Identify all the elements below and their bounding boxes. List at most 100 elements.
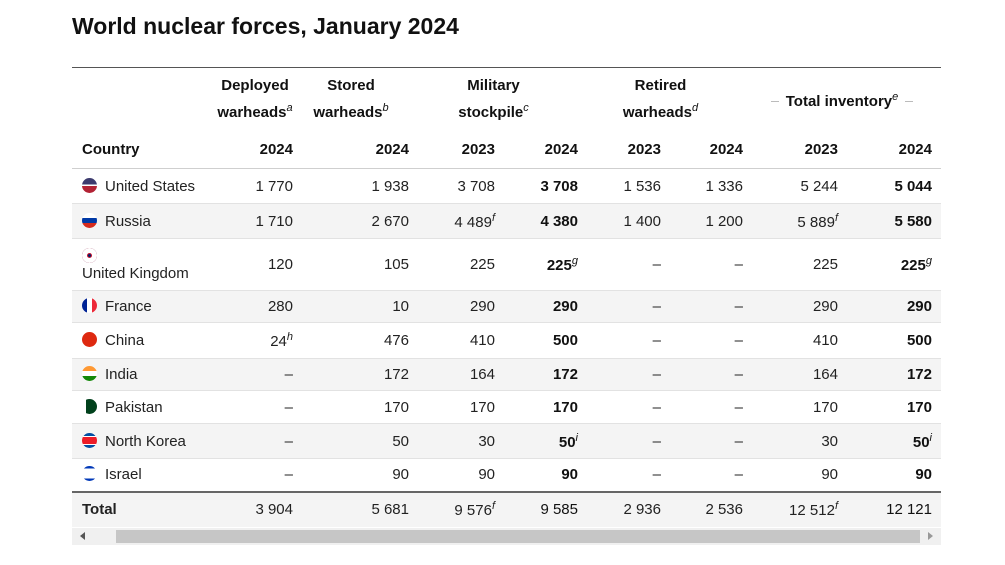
cell-text: 9 585 [540,501,578,518]
value-cell: – [661,390,743,424]
value-cell: – [578,322,661,359]
value-cell: – [578,238,661,291]
year-header-row: Country 2024 2024 2023 2024 2023 2024 2023 2024 [72,130,941,169]
value-cell: 500 [838,322,941,359]
cell-text: 410 [812,332,838,349]
cell-text: 225 [469,256,495,273]
cell-text: 12 121 [886,501,932,518]
cell-text: 30 [478,432,495,450]
cell-text: 290 [469,298,495,315]
value-cell: 50 [293,423,409,459]
country-cell: North Korea [72,423,215,459]
country-row: United States 1 770 1 938 3 708 3 708 1 536 1 … [72,168,941,204]
cell-text: 90 [915,466,932,484]
country-cell: United Kingdom [72,238,215,291]
cell-text: 410 [469,332,495,349]
year-header: 2024 [495,130,578,169]
value-cell: 170 [409,390,495,424]
value-cell: 172 [838,358,941,391]
cell-text: 1 536 [623,177,661,195]
country-name: France [105,298,152,315]
value-cell: 4 380 [495,203,578,239]
cell-text: – [652,298,661,315]
value-cell: – [578,390,661,424]
cell-text: 500 [906,332,932,349]
flag-icon [82,398,97,414]
value-cell: 1 536 [578,168,661,204]
value-cell: 225 [743,238,838,291]
cell-text: 4 380 [540,212,578,230]
value-cell: 172 [495,358,578,391]
footnote-mark: f [834,500,838,512]
country-cell: India [72,358,215,391]
cell-text: – [652,366,661,383]
cell-text: 50 [912,433,930,451]
table-container: Deployed warheadsa Stored warheadsb Milita… [72,67,941,527]
cell-text: 120 [267,256,293,273]
group-label-wrap: Stored warheadsb [306,77,396,121]
cell-text: – [652,256,661,273]
value-cell: 30 [743,423,838,459]
cell-text: 90 [561,466,578,484]
country-row: Pakistan – 170 170 170 – – 170 170 [72,390,941,424]
year-header: 2024 [838,130,941,169]
country-row: Israel – 90 90 90 – – 90 90 [72,458,941,492]
value-cell: 170 [743,390,838,424]
value-cell: 5 044 [838,168,941,204]
value-cell: – [661,290,743,323]
value-cell: 225g [838,238,941,291]
group-header: Total inventorye [743,68,941,131]
cell-text: 164 [812,366,838,383]
flag-icon [82,247,97,263]
value-cell: 2 670 [293,203,409,239]
cell-text: – [734,332,743,349]
cell-text: 90 [821,466,838,484]
value-cell: – [215,458,293,492]
flag-icon [82,466,97,482]
scroll-left[interactable] [80,532,85,540]
value-cell: 1 938 [293,168,409,204]
cell-text: – [284,432,293,450]
cell-text: 172 [552,366,578,383]
country-row: France 280 10 290 290 – – 290 290 [72,290,941,323]
cell-text: 170 [812,398,838,416]
footnote-mark: a [286,101,293,114]
value-cell: 9 585 [495,490,578,527]
cell-text: 1 336 [705,177,743,195]
value-cell: 280 [215,290,293,323]
value-cell: 90 [495,458,578,492]
country-row: India – 172 164 172 – – 164 172 [72,358,941,391]
cell-text: – [734,432,743,450]
scroll-thumb[interactable] [116,530,920,543]
cell-text: – [734,366,743,383]
year-header: 2023 [409,130,495,169]
cell-text: 2 670 [371,212,409,230]
cell-text: – [652,432,661,450]
value-cell: 172 [293,358,409,391]
value-cell: 50i [838,423,941,459]
cell-text: 164 [469,366,495,383]
value-cell: 5 681 [293,490,409,527]
horizontal-scrollbar[interactable] [72,528,941,545]
flag-icon [82,212,97,228]
footnote-mark: b [382,101,389,114]
cell-text: 1 710 [255,212,293,230]
value-cell: 30 [409,423,495,459]
cell-text: 225 [546,257,572,274]
cell-text: 5 889 [797,213,835,231]
cell-text: – [734,398,743,416]
country-row: United Kingdom 120 105 225 225g – –225 225g [72,238,941,291]
footnote-mark: c [523,101,529,114]
cell-text: 170 [383,398,409,416]
value-cell: 5 889f [743,203,838,239]
country-name: Pakistan [105,398,163,416]
cell-text: 172 [906,366,932,383]
cell-text: 50 [558,433,576,451]
value-cell: 12 512f [743,490,838,527]
year-header: 2024 [661,130,743,169]
value-cell: – [578,423,661,459]
country-name: China [105,332,145,349]
country-name: United Kingdom [82,264,189,282]
scroll-right[interactable] [928,532,933,540]
value-cell: 410 [743,322,838,359]
